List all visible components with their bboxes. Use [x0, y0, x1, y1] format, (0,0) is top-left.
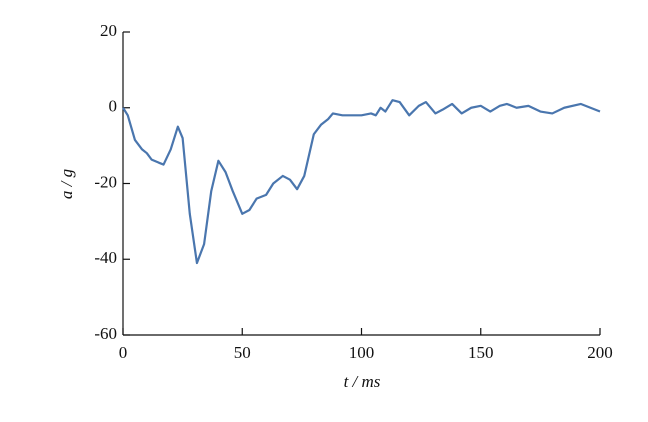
x-axis-label: t / ms	[344, 372, 381, 391]
y-axis-label: a / g	[57, 169, 76, 199]
y-tick-label: -60	[94, 324, 117, 343]
y-tick-label: 0	[109, 97, 118, 116]
y-tick-label: 20	[100, 21, 117, 40]
x-tick-label: 200	[587, 343, 613, 362]
x-tick-label: 0	[119, 343, 128, 362]
data-line	[122, 99, 601, 265]
y-tick-label: -40	[94, 248, 117, 267]
y-tick-label: -20	[94, 172, 117, 191]
x-tick-label: 50	[234, 343, 251, 362]
x-tick-label: 100	[349, 343, 375, 362]
x-tick-label: 150	[468, 343, 494, 362]
